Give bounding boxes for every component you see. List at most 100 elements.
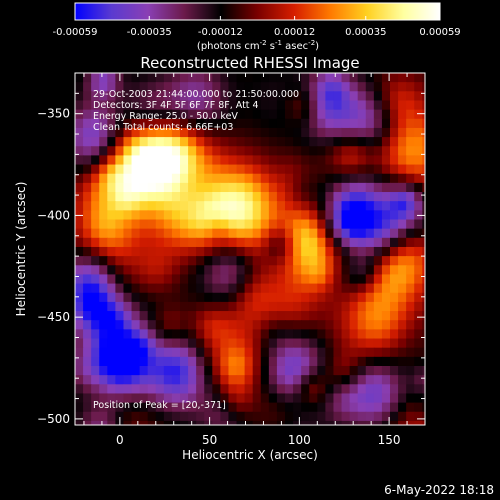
- heatmap-cell: [147, 146, 157, 157]
- heatmap-cell: [139, 375, 149, 385]
- heatmap-cell: [285, 192, 294, 202]
- heatmap-cell: [188, 411, 197, 422]
- heatmap-cell: [99, 256, 108, 266]
- heatmap-cell: [422, 356, 425, 367]
- heatmap-cell: [430, 220, 439, 230]
- heatmap-cell: [276, 228, 286, 239]
- heatmap-cell: [236, 201, 246, 211]
- heatmap-cell: [325, 338, 335, 349]
- heatmap-cell: [260, 210, 270, 221]
- heatmap-cell: [204, 375, 213, 385]
- heatmap-cell: [131, 118, 141, 129]
- heatmap-cell: [276, 320, 286, 330]
- heatmap-cell: [341, 356, 351, 367]
- heatmap-cell: [349, 402, 359, 413]
- heatmap-cell: [349, 201, 359, 211]
- heatmap-cell: [276, 73, 286, 83]
- heatmap-cell: [91, 311, 100, 321]
- chart-title: Reconstructed RHESSI Image: [140, 54, 359, 72]
- heatmap-cell: [196, 109, 205, 120]
- heatmap-cell: [107, 375, 116, 385]
- heatmap-cell: [75, 375, 84, 385]
- heatmap-cell: [228, 82, 238, 92]
- heatmap-cell: [325, 274, 335, 285]
- heatmap-cell: [381, 192, 391, 202]
- heatmap-cell: [341, 365, 351, 376]
- heatmap-cell: [188, 292, 197, 303]
- heatmap-cell: [430, 73, 439, 83]
- heatmap-cell: [406, 338, 415, 349]
- heatmap-cell: [268, 192, 278, 202]
- heatmap-cell: [357, 182, 367, 193]
- heatmap-cell: [196, 356, 205, 367]
- heatmap-cell: [390, 338, 399, 349]
- heatmap-cell: [139, 228, 149, 239]
- heatmap-cell: [99, 146, 108, 157]
- heatmap-cell: [325, 356, 335, 367]
- heatmap-cell: [252, 274, 262, 285]
- heatmap-cell: [341, 384, 351, 395]
- heatmap-cell: [163, 182, 173, 193]
- heatmap-cell: [341, 301, 351, 312]
- heatmap-cell: [260, 73, 270, 83]
- heatmap-cell: [147, 411, 157, 422]
- heatmap-cell: [276, 173, 286, 184]
- heatmap-cell: [244, 356, 254, 367]
- heatmap-cell: [147, 420, 157, 425]
- heatmap-cell: [204, 246, 213, 257]
- heatmap-cell: [244, 100, 254, 111]
- heatmap-cell: [398, 137, 407, 147]
- heatmap-cell: [349, 320, 359, 330]
- heatmap-cell: [285, 384, 294, 395]
- heatmap-cell: [390, 375, 399, 385]
- heatmap-cell: [301, 347, 310, 358]
- heatmap-cell: [414, 338, 423, 349]
- heatmap-cell: [390, 384, 399, 395]
- heatmap-cell: [317, 210, 326, 221]
- heatmap-cell: [276, 201, 286, 211]
- heatmap-cell: [107, 118, 116, 129]
- heatmap-cell: [123, 91, 133, 102]
- heatmap-cell: [309, 91, 318, 102]
- heatmap-cell: [155, 356, 165, 367]
- heatmap-cell: [196, 274, 205, 285]
- x-tick-label: 0: [116, 433, 124, 447]
- heatmap-cell: [268, 109, 278, 120]
- heatmap-cell: [83, 283, 92, 294]
- heatmap-cell: [268, 329, 278, 340]
- heatmap-cell: [317, 109, 326, 120]
- heatmap-cell: [317, 118, 326, 129]
- heatmap-cell: [188, 182, 197, 193]
- heatmap-cell: [317, 146, 326, 157]
- heatmap-cell: [365, 411, 375, 422]
- heatmap-cell: [91, 155, 100, 166]
- heatmap-cell: [123, 164, 133, 175]
- heatmap-cell: [115, 375, 125, 385]
- heatmap-cell: [398, 375, 407, 385]
- heatmap-cell: [406, 201, 415, 211]
- heatmap-cell: [139, 109, 149, 120]
- heatmap-cell: [422, 137, 425, 147]
- heatmap-cell: [276, 100, 286, 111]
- heatmap-cell: [398, 365, 407, 376]
- heatmap-cell: [204, 311, 213, 321]
- heatmap-cell: [115, 256, 125, 266]
- heatmap-cell: [180, 320, 189, 330]
- heatmap-cell: [349, 237, 359, 248]
- heatmap-cell: [163, 402, 173, 413]
- heatmap-cell: [293, 274, 302, 285]
- heatmap-cell: [381, 82, 391, 92]
- heatmap-cell: [99, 365, 108, 376]
- heatmap-cell: [115, 329, 125, 340]
- heatmap-cell: [390, 311, 399, 321]
- heatmap-cell: [244, 265, 254, 276]
- heatmap-cell: [349, 356, 359, 367]
- heatmap-cell: [171, 274, 181, 285]
- heatmap-cell: [390, 320, 399, 330]
- heatmap-cell: [357, 155, 367, 166]
- heatmap-cell: [107, 155, 116, 166]
- heatmap-cell: [301, 311, 310, 321]
- heatmap-cell: [398, 210, 407, 221]
- heatmap-cell: [414, 402, 423, 413]
- heatmap-cell: [349, 393, 359, 404]
